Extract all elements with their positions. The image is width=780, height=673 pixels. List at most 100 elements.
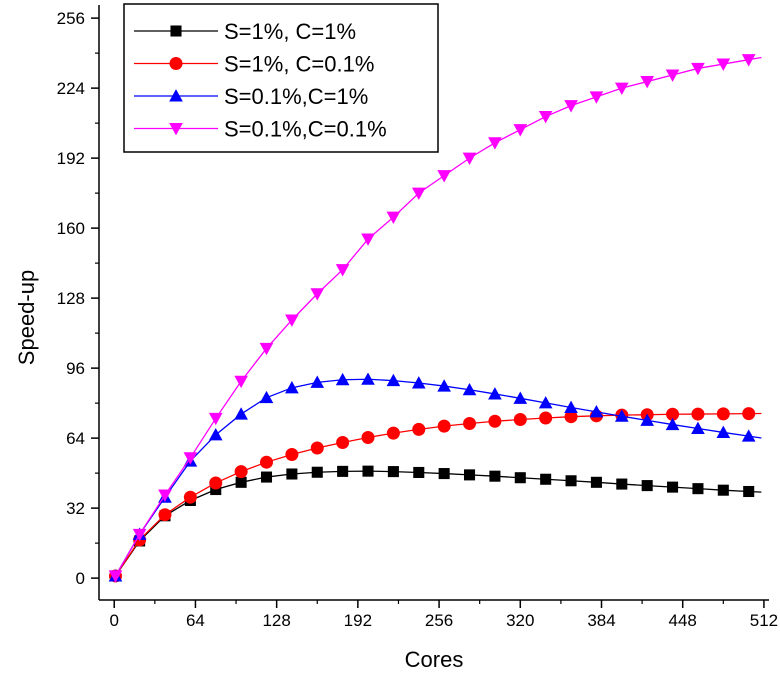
legend-label: S=1%, C=1% [224,19,356,44]
data-point [437,170,451,183]
data-point [666,407,680,421]
data-point [210,484,222,496]
data-point [691,421,705,435]
y-tick-label: 64 [66,429,85,448]
series-1 [109,465,762,582]
data-point [667,481,679,493]
data-point [208,428,223,441]
data-point [538,396,553,409]
data-point [463,416,477,430]
data-point [310,375,325,388]
data-point [158,489,172,502]
data-point [540,473,552,485]
data-point [741,54,756,67]
series-3 [108,372,762,582]
data-point [589,405,604,418]
data-point [640,76,655,89]
data-point [234,407,248,420]
data-point [362,465,374,477]
data-point [234,465,248,479]
data-point [464,469,476,481]
data-point [260,471,273,483]
data-point [234,375,248,389]
data-point [132,528,147,542]
data-point [386,211,401,225]
x-tick-label: 192 [344,611,372,630]
x-axis-label: Cores [405,647,464,672]
data-point [438,468,450,480]
y-tick-label: 96 [66,359,85,378]
data-point [741,429,756,442]
data-point [411,187,426,200]
data-point [413,466,425,478]
legend-label: S=0.1%,C=1% [224,84,368,109]
data-point [564,100,578,113]
legend-marker [169,122,183,136]
data-point [361,372,375,385]
data-point [514,472,526,484]
data-point [412,422,426,436]
legend-label: S=1%, C=0.1% [224,52,374,77]
data-point [565,475,577,487]
data-point [235,476,247,488]
legend-marker [169,89,183,102]
x-tick-label: 128 [262,611,290,630]
data-point [386,426,400,440]
y-tick-label: 160 [57,219,85,238]
data-point [716,58,731,71]
y-axis-label: Speed-up [14,270,39,365]
legend-label: S=0.1%,C=0.1% [224,117,387,142]
series-4 [108,54,762,583]
data-point [614,409,629,422]
data-point [691,407,705,421]
data-point [437,379,451,392]
data-point [286,468,298,480]
data-point [183,452,198,465]
data-point [462,382,477,396]
data-point [717,484,729,496]
legend-marker [170,25,182,37]
data-point [691,62,705,76]
x-axis: 0 64 128 192 256 320 384 448 512 [99,599,778,630]
y-tick-label: 224 [57,79,85,98]
data-point [259,390,274,404]
legend-marker [169,57,183,70]
data-point [539,411,553,425]
data-point [665,69,680,82]
data-point [692,483,704,495]
x-tick-label: 512 [750,611,778,630]
data-point [538,111,553,124]
data-point [513,391,528,404]
data-point [411,376,426,389]
data-point [285,314,299,327]
data-point [310,288,325,301]
data-point [158,508,172,522]
data-point [665,417,680,431]
data-point [614,82,629,95]
data-point [488,387,502,400]
data-point [335,264,350,277]
data-point [716,407,730,421]
data-point [209,476,223,490]
data-point [259,342,274,356]
legend-item: S=1%, C=1% [134,19,356,44]
data-point [589,91,604,104]
data-point [260,455,273,469]
data-point [716,425,731,438]
data-point [513,124,528,137]
data-point [641,480,653,492]
legend: S=1%, C=1% S=1%, C=0.1% S=0.1%,C=1% S=0.1%,… [123,3,439,153]
x-tick-label: 64 [186,611,205,630]
data-point [387,466,399,478]
y-axis: 0 32 64 96 128 160 192 224 256 [57,5,100,600]
data-point [489,470,501,482]
x-tick-label: 384 [587,611,615,630]
x-tick-label: 0 [109,611,118,630]
data-point [488,137,502,150]
data-point [437,419,451,433]
data-point [285,380,299,394]
data-point [386,373,401,387]
legend-item: S=0.1%,C=0.1% [134,117,387,142]
y-tick-label: 128 [57,289,85,308]
